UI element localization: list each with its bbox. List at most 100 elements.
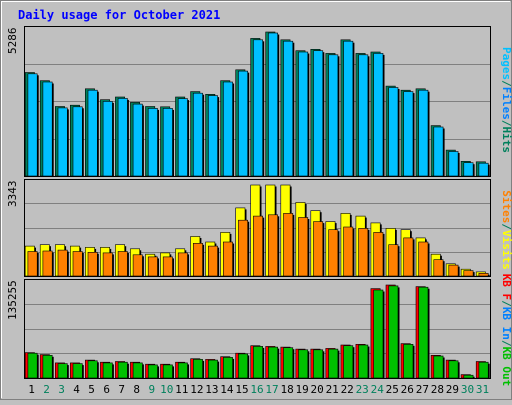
bar-sites-day-22	[343, 226, 354, 277]
legend-item-1: /	[500, 300, 512, 307]
bar-pages-day-11	[177, 98, 188, 177]
bar-sites-day-3	[57, 249, 68, 277]
bar-sites-day-28	[433, 259, 444, 277]
bar-sites-day-6	[102, 252, 113, 277]
bar-sites-day-10	[162, 256, 173, 277]
bar-kb-out-day-31	[478, 361, 489, 379]
bar-kb-out-day-27	[418, 286, 429, 379]
bar-kb-out-day-29	[448, 360, 459, 379]
bar-sites-day-12	[193, 243, 203, 277]
bar-pages-day-9	[147, 108, 158, 177]
legend-text: Sites/Visits	[500, 190, 512, 270]
bar-pages-day-27	[418, 89, 429, 177]
day-label-11: 11	[175, 383, 188, 396]
bar-pages-day-21	[328, 54, 339, 177]
bar-kb-out-day-8	[132, 362, 143, 379]
bar-pages-day-30	[463, 162, 474, 177]
bar-kb-out-day-23	[358, 344, 369, 379]
day-label-9: 9	[148, 383, 155, 396]
legend-item-1: /	[500, 80, 512, 87]
bar-pages-day-5	[87, 89, 98, 177]
bar-kb-out-day-30	[463, 374, 474, 379]
day-label-13: 13	[205, 383, 218, 396]
hits-max-label: 5286	[6, 28, 19, 55]
legend-item-4: KB Out	[500, 347, 512, 387]
bar-pages-day-15	[238, 70, 248, 177]
day-label-7: 7	[118, 383, 125, 396]
day-label-10: 10	[160, 383, 173, 396]
bar-kb-out-day-10	[162, 364, 173, 379]
bar-kb-out-day-26	[403, 343, 414, 379]
bar-kb-out-day-17	[268, 346, 278, 379]
bar-pages-day-18	[283, 40, 294, 177]
legend-item-0: Sites	[500, 190, 512, 223]
bar-sites-day-27	[418, 241, 429, 277]
bar-kb-out-day-4	[72, 363, 83, 379]
bar-sites-day-13	[208, 245, 218, 277]
bar-pages-day-17	[268, 32, 278, 177]
legend-item-3: /	[500, 120, 512, 127]
day-label-17: 17	[265, 383, 278, 396]
bar-sites-day-23	[358, 228, 369, 277]
bar-pages-day-12	[193, 92, 203, 177]
bar-sites-day-21	[328, 229, 339, 277]
bar-kb-out-day-11	[177, 362, 188, 379]
bar-sites-day-24	[373, 232, 384, 277]
day-label-12: 12	[190, 383, 203, 396]
bar-kb-out-day-1	[27, 352, 38, 379]
bar-pages-day-19	[298, 51, 309, 177]
bar-pages-day-25	[388, 87, 399, 177]
bar-kb-out-day-12	[193, 359, 203, 379]
legend-item-0: Pages	[500, 47, 512, 80]
day-label-29: 29	[446, 383, 459, 396]
bar-pages-day-3	[57, 107, 68, 177]
bar-pages-day-16	[253, 39, 263, 177]
legend-item-1: /	[500, 223, 512, 230]
legend-item-4: Hits	[500, 127, 512, 154]
day-label-31: 31	[476, 383, 489, 396]
day-label-20: 20	[310, 383, 323, 396]
bar-kb-out-day-3	[57, 363, 68, 379]
day-label-23: 23	[356, 383, 369, 396]
bar-sites-day-2	[42, 250, 53, 277]
bar-sites-day-29	[448, 264, 459, 277]
day-label-16: 16	[250, 383, 263, 396]
bar-kb-out-day-28	[433, 355, 444, 379]
day-label-19: 19	[295, 383, 308, 396]
day-label-30: 30	[461, 383, 474, 396]
bar-pages-day-13	[208, 95, 218, 177]
bar-pages-day-28	[433, 126, 444, 177]
legend-item-2: KB In	[500, 307, 512, 340]
bar-kb-out-day-18	[283, 347, 294, 379]
bar-kb-out-day-14	[223, 357, 233, 379]
hits-files-pages-legend: Pages/Files/Hits	[500, 47, 512, 153]
day-label-24: 24	[371, 383, 385, 396]
bar-pages-day-26	[403, 91, 414, 177]
kbytes-legend: KB F/KB In/KB Out	[500, 274, 512, 387]
day-label-14: 14	[220, 383, 234, 396]
bar-sites-day-8	[132, 254, 143, 277]
chart-title: Daily usage for October 2021	[18, 8, 220, 22]
bar-sites-day-4	[72, 251, 83, 277]
bar-sites-day-30	[463, 270, 474, 277]
bar-sites-day-14	[223, 241, 233, 277]
day-label-26: 26	[401, 383, 414, 396]
day-label-6: 6	[103, 383, 110, 396]
sites-visits-legend: Sites/Visits	[500, 190, 512, 270]
bar-pages-day-8	[132, 103, 143, 177]
bar-kb-out-day-2	[42, 354, 53, 379]
kbytes-max-label: 135255	[6, 280, 19, 320]
sites-visits-panel	[24, 179, 491, 277]
day-label-18: 18	[280, 383, 293, 396]
bar-pages-day-14	[223, 81, 233, 177]
bar-pages-day-20	[313, 50, 324, 177]
bar-pages-day-24	[373, 53, 384, 177]
day-label-1: 1	[28, 383, 35, 396]
legend-item-2: Files	[500, 87, 512, 120]
bar-kb-out-day-6	[102, 362, 113, 379]
kbytes-panel	[24, 279, 491, 379]
legend-text: Pages/Files/Hits	[500, 47, 512, 153]
bar-kb-out-day-24	[373, 289, 384, 379]
